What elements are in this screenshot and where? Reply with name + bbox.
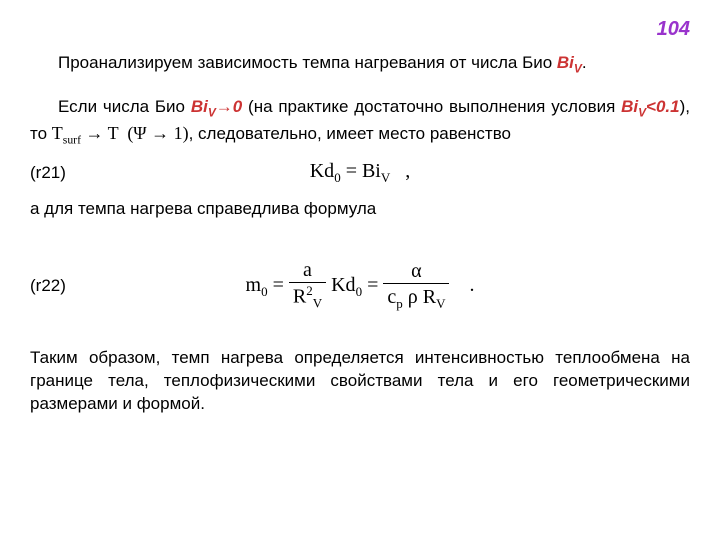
bi-symbol: BiV<0.1 (621, 97, 680, 116)
paragraph-1: Проанализируем зависимость темпа нагрева… (30, 52, 690, 76)
page: 104 Проанализируем зависимость темпа наг… (0, 0, 720, 540)
eq-label-r21: (r21) (30, 163, 90, 183)
equation-r22: m0 = a R2V Kd0 = α cp ρ RV . (90, 259, 630, 313)
equation-r21-row: (r21) Kd0 = BiV , (30, 160, 690, 186)
bi-symbol: BiV (557, 53, 582, 72)
equation-r21: Kd0 = BiV , (90, 160, 630, 186)
formula-tsurf: Tsurf → T (Ψ → 1) (52, 123, 189, 143)
page-number: 104 (657, 18, 690, 41)
p2-t2: (на практике достаточно выполнения услов… (242, 97, 621, 116)
p2-t4: , следовательно, имеет место равенство (189, 124, 511, 143)
equation-r22-row: (r22) m0 = a R2V Kd0 = α cp ρ RV . (30, 259, 690, 313)
paragraph-2: Если числа Био BiV→0 (на практике достат… (30, 96, 690, 148)
paragraph-4: Таким образом, темп нагрева определяется… (30, 347, 690, 416)
paragraph-3: а для темпа нагрева справедлива формула (30, 198, 690, 221)
p1-text-1: Проанализируем зависимость темпа нагрева… (58, 53, 557, 72)
bi-symbol: BiV→0 (191, 97, 242, 116)
p2-t1: Если числа Био (58, 97, 191, 116)
eq-label-r22: (r22) (30, 276, 90, 296)
p1-text-2: . (582, 53, 587, 72)
